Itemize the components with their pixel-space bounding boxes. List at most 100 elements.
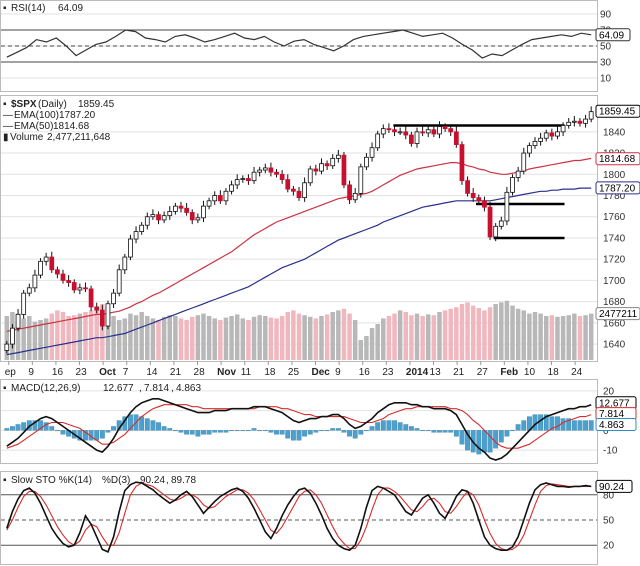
- candle-body: [510, 177, 515, 193]
- volume-bar: [274, 318, 279, 360]
- volume-bar: [527, 313, 532, 360]
- sto-plot: 80 50 20 90.24: [1, 479, 633, 553]
- candle-body: [482, 200, 487, 208]
- macd-hist-bar: [420, 430, 426, 432]
- candle-body: [307, 168, 313, 184]
- volume-bar: [229, 316, 234, 360]
- candle-body: [229, 184, 234, 192]
- volume-bar: [572, 313, 577, 360]
- macd-hist-bar: [347, 430, 352, 437]
- candle-body: [26, 287, 32, 294]
- volume-bar: [493, 304, 498, 360]
- macd-hist-bar: [543, 414, 549, 431]
- volume-bar: [313, 318, 319, 360]
- sto-last-badge-bg: [595, 479, 633, 493]
- candle-body: [49, 256, 55, 271]
- macd-hist-bar: [77, 430, 83, 441]
- macd-badge: 12.677: [599, 398, 630, 409]
- x-tick-label: ep: [5, 367, 17, 378]
- x-tick-label: 28: [194, 367, 206, 378]
- macd-hist-bar: [380, 420, 386, 431]
- volume-bar: [352, 320, 358, 360]
- macd-hist-bar: [330, 428, 336, 431]
- candle-body: [571, 120, 577, 123]
- x-tick-label: 9: [28, 367, 34, 378]
- candle-body: [504, 191, 510, 222]
- candle-body: [217, 195, 223, 202]
- x-tick-label: 10: [524, 367, 536, 378]
- macd-hist-bar: [583, 420, 588, 431]
- candle-body: [583, 118, 588, 124]
- volume-bar: [442, 310, 448, 360]
- price-legend-icon: ▪: [3, 99, 7, 110]
- macd-hist-bar: [324, 430, 330, 432]
- candle-body: [234, 179, 240, 186]
- volume-bar: [173, 316, 178, 360]
- ema50-legend-icon: —: [3, 121, 13, 132]
- x-tick-label: 25: [288, 367, 300, 378]
- candle-body: [262, 167, 268, 171]
- candle-body: [150, 214, 156, 218]
- candle-body: [274, 171, 279, 175]
- candle-body: [465, 180, 470, 194]
- volume-bar: [184, 320, 189, 360]
- macd-signal-badge: 7.814: [599, 409, 624, 420]
- macd-hist-bar: [217, 430, 223, 433]
- volume-bar: [555, 316, 560, 360]
- volume-bar: [307, 316, 313, 360]
- macd-hist-bar: [184, 430, 190, 435]
- x-tick-label: 16: [52, 367, 64, 378]
- macd-hist-bar: [448, 430, 454, 433]
- volume-bar: [251, 316, 257, 360]
- macd-hist-bar: [414, 428, 420, 431]
- volume-bar: [543, 316, 549, 360]
- x-tick-label: 13: [430, 367, 442, 378]
- ema50-legend-label: EMA(50): [14, 121, 53, 132]
- rsi-line: [6, 29, 592, 59]
- volume-bar: [459, 304, 465, 360]
- ema100-badge: 1787.20: [599, 183, 636, 194]
- macd-hist-bar: [341, 430, 347, 433]
- candle-body: [352, 192, 358, 201]
- macd-hist-bar: [442, 430, 448, 433]
- volume-bar: [403, 312, 409, 360]
- candle-body: [128, 238, 133, 258]
- price-tick-label: 1640: [603, 340, 626, 351]
- candle-body: [532, 140, 538, 147]
- volume-bar: [223, 317, 229, 360]
- price-tick-label: 1680: [603, 297, 626, 308]
- macd-hist-bar: [397, 422, 403, 431]
- candle-body: [487, 206, 493, 238]
- volume-bar: [425, 314, 431, 360]
- candle-body: [538, 137, 543, 142]
- macd-hist-bar: [111, 426, 116, 431]
- price-tick-label: 1720: [603, 255, 626, 266]
- candle-body: [167, 211, 173, 217]
- ema100-legend-icon: —: [3, 110, 13, 121]
- ema50-badge-bg: [595, 152, 640, 166]
- volume-bar: [218, 320, 223, 360]
- macd-hist-bar: [515, 424, 521, 431]
- volume-bar: [83, 312, 88, 360]
- candle-body: [493, 225, 499, 238]
- macd-hist-bar: [521, 420, 527, 431]
- macd-legend-label: MACD(12,26,9): [11, 383, 80, 394]
- ema100-legend-value: 1787.20: [59, 110, 96, 121]
- volume-bar: [285, 312, 291, 360]
- macd-hist-bar: [150, 420, 156, 431]
- rsi-legend: ▪ RSI(14) 64.09: [3, 3, 83, 14]
- sto-d-legend-label: %D(3): [102, 475, 130, 486]
- x-tick-label: 27: [477, 367, 489, 378]
- candle-body: [94, 306, 100, 311]
- price-tick-label: 1800: [603, 170, 626, 181]
- macd-hist-bar: [49, 426, 55, 431]
- volume-bar: [167, 315, 173, 360]
- candle-body: [144, 216, 150, 226]
- sto-tick-label: 80: [603, 490, 615, 501]
- macd-hist-bar: [38, 420, 43, 431]
- volume-bar: [268, 317, 274, 360]
- candle-body: [347, 184, 352, 201]
- candle-body: [268, 167, 274, 173]
- macd-hist-bar: [189, 430, 195, 435]
- ema50-legend-value: 1814.68: [53, 121, 90, 132]
